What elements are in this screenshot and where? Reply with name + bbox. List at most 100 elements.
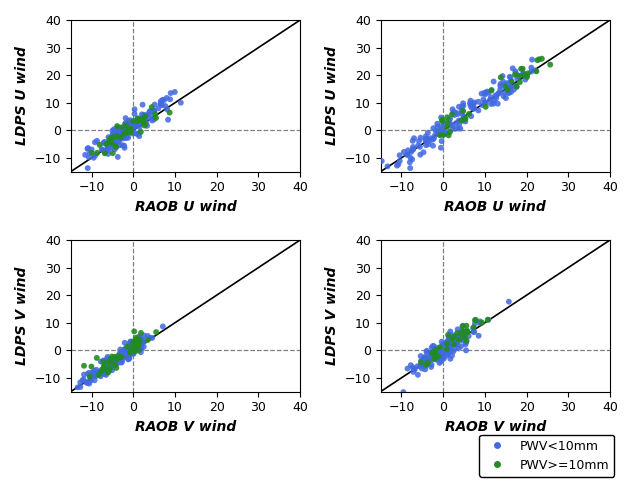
Point <box>448 334 458 342</box>
Point <box>108 357 118 365</box>
Point <box>443 337 453 345</box>
Point <box>445 331 455 339</box>
Point <box>112 128 122 136</box>
Point <box>139 332 149 340</box>
Point <box>145 107 155 115</box>
Point <box>103 362 113 370</box>
Point <box>436 114 446 122</box>
Point <box>99 362 110 370</box>
Point <box>446 335 456 343</box>
Point <box>493 89 503 97</box>
Point <box>131 334 141 342</box>
Point <box>429 353 439 361</box>
Point <box>92 354 102 362</box>
Point <box>473 106 484 114</box>
Point <box>477 90 487 98</box>
Point <box>129 327 139 335</box>
Point <box>519 71 529 79</box>
Point <box>157 101 167 109</box>
Point <box>486 100 496 108</box>
Point <box>408 368 418 376</box>
Point <box>461 337 472 345</box>
Point <box>406 361 416 369</box>
Point <box>134 346 144 354</box>
Point <box>377 157 387 165</box>
Point <box>79 362 89 370</box>
Point <box>423 358 434 366</box>
Point <box>99 138 110 146</box>
Point <box>109 125 119 133</box>
Point <box>416 357 426 365</box>
Point <box>134 132 144 140</box>
Point <box>443 348 453 356</box>
Point <box>117 123 127 131</box>
Point <box>444 340 454 347</box>
Point <box>399 148 409 156</box>
Point <box>129 342 139 350</box>
Point <box>96 358 106 366</box>
Point <box>512 75 522 82</box>
Point <box>468 324 479 331</box>
Point <box>136 348 146 356</box>
Point <box>129 347 139 355</box>
Point <box>139 338 149 346</box>
Point <box>145 111 155 119</box>
Point <box>99 364 109 371</box>
Point <box>127 123 137 131</box>
Point <box>526 68 536 76</box>
Point <box>130 105 140 113</box>
Point <box>469 104 479 112</box>
Point <box>159 96 169 104</box>
Point <box>105 135 115 142</box>
Point <box>134 333 144 341</box>
Point <box>131 119 141 126</box>
Point <box>416 359 426 366</box>
Point <box>89 369 99 377</box>
Point <box>403 365 413 372</box>
Point <box>90 371 100 379</box>
Point <box>115 354 125 362</box>
Point <box>83 370 93 378</box>
Point <box>116 134 126 142</box>
Point <box>112 355 122 363</box>
Point <box>427 361 437 368</box>
Point <box>163 116 173 123</box>
Point <box>456 332 467 340</box>
Point <box>382 163 392 170</box>
Point <box>99 363 109 370</box>
Point <box>505 84 515 92</box>
Point <box>471 316 481 324</box>
Point <box>128 130 138 138</box>
Point <box>91 372 101 380</box>
Point <box>483 316 493 324</box>
Point <box>506 77 516 85</box>
Point <box>122 347 132 355</box>
Point <box>492 92 502 100</box>
Point <box>523 69 533 77</box>
Point <box>436 144 446 152</box>
Point <box>415 134 425 142</box>
Point <box>112 122 122 130</box>
Point <box>444 131 454 139</box>
Point <box>130 118 140 125</box>
Point <box>467 104 477 112</box>
Point <box>451 119 461 127</box>
Point <box>101 366 111 374</box>
Point <box>477 101 487 109</box>
Point <box>98 139 108 147</box>
Point <box>92 370 103 378</box>
Point <box>461 339 471 346</box>
Point <box>103 353 113 361</box>
Point <box>138 117 148 125</box>
Point <box>522 73 532 81</box>
Point <box>102 355 112 363</box>
Point <box>97 145 107 153</box>
Point <box>113 359 123 367</box>
Point <box>101 366 111 374</box>
Point <box>451 109 461 117</box>
Point <box>113 356 123 364</box>
Point <box>98 357 108 365</box>
Point <box>457 336 467 344</box>
Point <box>426 356 436 364</box>
Point <box>422 135 432 142</box>
